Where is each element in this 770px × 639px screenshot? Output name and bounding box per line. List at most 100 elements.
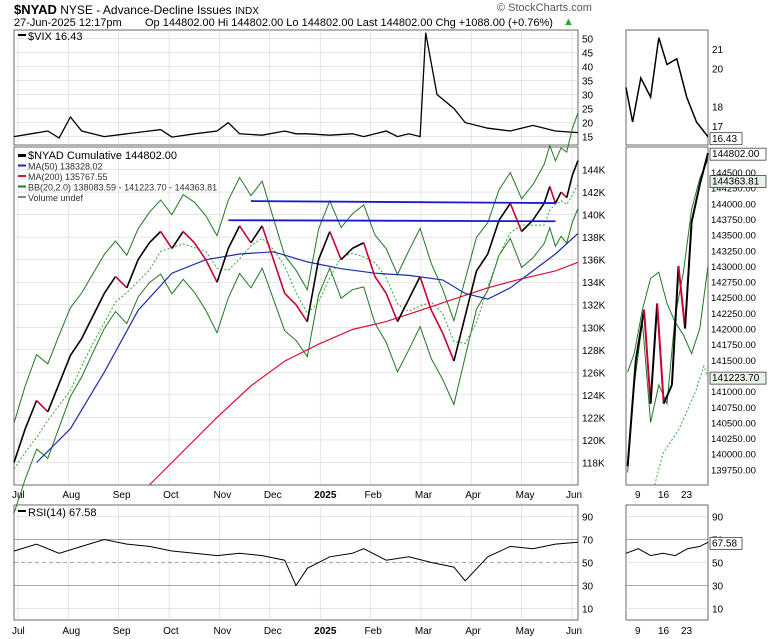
vix-y-tick-label: 50 <box>582 34 594 45</box>
main-legend-item: MA(200) 135767.55 <box>28 172 108 182</box>
price-zoom-segment <box>634 309 646 360</box>
price-segment <box>58 355 72 384</box>
price-segment <box>430 310 444 334</box>
exchange-label: NYSE <box>60 3 93 17</box>
price-zoom-segment <box>698 152 709 185</box>
price-segment <box>24 400 38 429</box>
rsi-legend: RSI(14) 67.58 <box>28 507 96 519</box>
zoom-y-tick-label: 143500.00 <box>711 231 756 242</box>
main-panel-zoom <box>625 146 709 486</box>
last-price-tag-box <box>709 147 767 161</box>
zoom-y-tick-label: 142250.00 <box>711 309 756 320</box>
x-tick-label: Mar <box>415 626 433 637</box>
x-tick-label: Jul <box>12 490 25 501</box>
main-legend-item: BB(20,2.0) 138083.59 - 141223.70 - 14436… <box>28 183 217 193</box>
price-segment <box>464 270 478 317</box>
main-legend-item: MA(50) 138328.02 <box>28 162 103 172</box>
zoom-y-tick-label: 142750.00 <box>711 278 756 289</box>
rsi-zoom-y-tick-label: 10 <box>712 605 724 616</box>
zoom-y-tick-label: 143000.00 <box>711 262 756 273</box>
price-segment <box>560 191 568 199</box>
bb-middle-tag: 141223.70 <box>712 373 760 384</box>
price-zoom-segment <box>662 384 673 405</box>
price-segment <box>317 231 331 260</box>
main-legend-swatch <box>18 154 26 157</box>
price-zoom-segment <box>649 303 659 404</box>
price-segment <box>374 276 387 294</box>
vix-zoom-y-tick-label: 21 <box>712 45 724 56</box>
price-segment <box>340 247 353 261</box>
bb-middle-zoom <box>654 364 709 486</box>
vix-y-tick-label: 30 <box>582 91 594 102</box>
price-segment <box>193 242 207 261</box>
main-legend-swatch <box>18 164 26 167</box>
vix-y-tick-label: 45 <box>582 48 594 59</box>
main-legend-item: Volume undef <box>28 193 84 203</box>
price-zoom-segment <box>656 303 665 404</box>
vix-zoom-y-tick-label: 17 <box>712 122 724 133</box>
x-tick-label: May <box>516 490 535 501</box>
price-segment <box>352 242 365 250</box>
bb-upper-tag-box <box>709 175 767 188</box>
bb-middle-tag-box <box>709 371 767 385</box>
vix-y-tick-label: 35 <box>582 76 594 87</box>
price-segment <box>543 186 551 204</box>
zoom-y-tick-label: 143250.00 <box>711 246 756 257</box>
main-y-tick-label: 122K <box>582 413 606 424</box>
zoom-y-tick-label: 140000.00 <box>711 450 756 461</box>
price-segment <box>306 259 320 322</box>
rsi-last-tag: 67.58 <box>712 538 737 549</box>
x-tick-label: Apr <box>465 490 481 501</box>
rsi-legend-swatch <box>18 510 26 512</box>
main-y-tick-label: 138K <box>582 233 606 244</box>
main-legend-swatch <box>18 196 26 198</box>
price-segment <box>475 253 489 272</box>
price-zoom-segment <box>690 184 701 223</box>
main-y-tick-label: 142K <box>582 188 606 199</box>
price-zoom-segment <box>677 265 687 329</box>
rsi-y-tick-label: 10 <box>582 605 594 616</box>
x-tick-label: Nov <box>213 490 231 501</box>
price-segment <box>549 186 557 204</box>
price-segment <box>47 383 60 413</box>
date-label: 27-Jun-2025 12:17pm <box>14 17 122 29</box>
rsi-y-tick-label: 50 <box>582 559 594 570</box>
main-y-tick-label: 134K <box>582 278 606 289</box>
price-segment <box>182 230 196 244</box>
price-zoom-segment <box>643 309 652 404</box>
brand-label[interactable]: © StockCharts.com <box>497 2 592 14</box>
price-zoom-segment <box>684 222 693 329</box>
ma200-line <box>148 261 579 486</box>
zoom-y-tick-label: 140250.00 <box>711 434 756 445</box>
price-segment <box>69 338 83 356</box>
zoom-y-tick-label: 144250.00 <box>711 184 756 195</box>
price-segment <box>329 231 342 260</box>
vix-y-tick-label: 25 <box>582 105 594 116</box>
x-tick-label: Sep <box>113 490 131 501</box>
price-segment <box>532 202 545 221</box>
price-segment <box>13 428 27 463</box>
price-segment <box>521 219 534 233</box>
x-tick-label: Feb <box>365 490 383 501</box>
x-tick-label: Oct <box>163 490 179 501</box>
price-segment <box>205 259 218 283</box>
main-y-tick-label: 120K <box>582 436 606 447</box>
price-segment <box>261 225 275 260</box>
x-tick-label: Jun <box>566 626 582 637</box>
vix-zoom-line <box>625 37 709 138</box>
x-tick-label: Oct <box>163 626 179 637</box>
price-segment <box>126 259 139 289</box>
main-y-tick-label: 124K <box>582 391 606 402</box>
up-triangle-icon: ▲ <box>563 16 574 28</box>
main-legend-swatch <box>18 175 26 177</box>
bb-upper-tag: 144363.81 <box>712 177 760 188</box>
vix-last-tag: 16.43 <box>712 134 737 145</box>
rsi-zoom-line <box>625 541 709 557</box>
rsi-y-tick-label: 30 <box>582 582 594 593</box>
ohlc-label: Op 144802.00 Hi 144802.00 Lo 144802.00 L… <box>145 17 553 29</box>
main-y-tick-label: 130K <box>582 323 606 334</box>
zoom-y-tick-label: 141500.00 <box>711 356 756 367</box>
zoom-y-tick-label: 141750.00 <box>711 340 756 351</box>
main-panel <box>13 146 579 486</box>
